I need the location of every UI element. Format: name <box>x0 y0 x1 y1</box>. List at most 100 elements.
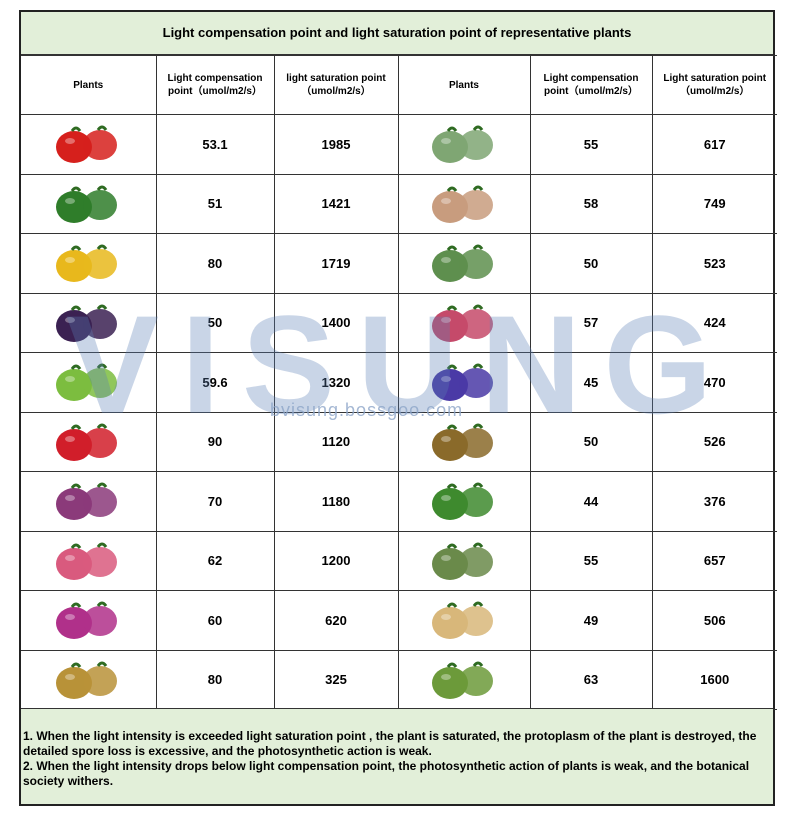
plant-image-cell <box>21 649 157 710</box>
light-saturation-value-2-cell: 526 <box>651 411 777 472</box>
light-compensation-value-2: 63 <box>583 672 599 688</box>
light-saturation-value-2: 376 <box>703 493 726 509</box>
grapes-icon <box>21 476 156 526</box>
gladiolus-icon <box>399 298 530 348</box>
table-title: Light compensation point and light satur… <box>21 12 773 55</box>
light-compensation-value: 59.6 <box>202 374 228 390</box>
light-saturation-value-2: 1600 <box>700 672 730 688</box>
watermelon-icon <box>21 179 156 229</box>
plant-image-2-cell <box>397 530 531 591</box>
light-saturation-value: 1180 <box>321 493 351 509</box>
plant-image-cell <box>21 411 157 472</box>
light-saturation-value-2: 526 <box>703 434 726 450</box>
light-compensation-value-2-cell: 44 <box>529 471 653 532</box>
roses-icon <box>21 536 156 586</box>
light-compensation-value-cell: 90 <box>155 411 275 472</box>
light-compensation-value: 80 <box>207 255 223 271</box>
plant-image-2-cell <box>397 590 531 651</box>
light-saturation-value-2-cell: 424 <box>651 292 777 353</box>
table-row: 90 1120 50 526 <box>21 411 777 472</box>
orchid-icon <box>21 595 156 645</box>
strawberry-icon <box>21 417 156 467</box>
plant-image-cell <box>21 471 157 532</box>
light-compensation-value-2-cell: 57 <box>529 292 653 353</box>
light-saturation-value-cell: 1200 <box>273 530 399 591</box>
light-compensation-value: 80 <box>207 672 223 688</box>
header-light-compensation: Light compensation point（umol/m2/s） <box>155 55 275 115</box>
light-compensation-value: 51 <box>207 196 223 212</box>
plant-image-cell <box>21 173 157 234</box>
light-saturation-value-2-cell: 657 <box>651 530 777 591</box>
light-compensation-value-2: 55 <box>583 553 599 569</box>
light-saturation-value-2: 506 <box>703 612 726 628</box>
plant-image-2-cell <box>397 292 531 353</box>
light-saturation-value-2: 657 <box>703 553 726 569</box>
light-saturation-value-cell: 1120 <box>273 411 399 472</box>
light-saturation-value-cell: 1719 <box>273 233 399 294</box>
light-saturation-value: 620 <box>325 612 347 628</box>
light-compensation-value: 70 <box>207 493 223 509</box>
light-saturation-value: 1400 <box>321 315 351 331</box>
potted-flower-icon <box>399 536 530 586</box>
light-saturation-value-cell: 1421 <box>273 173 399 234</box>
light-compensation-value-2-cell: 58 <box>529 173 653 234</box>
table-row: 60 620 49 506 <box>21 590 777 651</box>
light-saturation-value-2: 424 <box>703 315 726 331</box>
light-saturation-value-cell: 1400 <box>273 292 399 353</box>
plant-image-cell <box>21 233 157 294</box>
header-row: Plants Light compensation point（umol/m2/… <box>21 55 777 115</box>
succulent-mix-icon <box>399 119 530 169</box>
light-compensation-value-2-cell: 55 <box>529 530 653 591</box>
pothos-icon <box>399 476 530 526</box>
light-saturation-value-2-cell: 749 <box>651 173 777 234</box>
plant-table: Plants Light compensation point（umol/m2/… <box>21 55 777 710</box>
light-saturation-value-2-cell: 470 <box>651 352 777 413</box>
light-saturation-value-cell: 325 <box>273 649 399 710</box>
table-row: 53.1 1985 55 617 <box>21 114 777 175</box>
light-saturation-value: 1985 <box>321 136 351 152</box>
light-compensation-value-cell: 70 <box>155 471 275 532</box>
light-saturation-value-2-cell: 1600 <box>651 649 777 710</box>
light-saturation-value-2: 749 <box>703 196 726 212</box>
light-saturation-value-cell: 1180 <box>273 471 399 532</box>
table-row: 80 1719 50 523 <box>21 233 777 294</box>
note-1: 1. When the light intensity is exceeded … <box>23 729 757 758</box>
light-compensation-value-cell: 62 <box>155 530 275 591</box>
eggplant-icon <box>21 298 156 348</box>
light-saturation-value-2-cell: 617 <box>651 114 777 175</box>
african-violet-icon <box>399 357 530 407</box>
table-row: 59.6 1320 45 470 <box>21 352 777 413</box>
light-compensation-value-2: 50 <box>583 434 599 450</box>
light-compensation-value-2-cell: 63 <box>529 649 653 710</box>
light-saturation-value-2-cell: 376 <box>651 471 777 532</box>
light-compensation-value-cell: 50 <box>155 292 275 353</box>
light-compensation-value-2: 55 <box>583 136 599 152</box>
light-compensation-value-cell: 59.6 <box>155 352 275 413</box>
light-saturation-value: 1421 <box>321 196 351 212</box>
light-compensation-value-2-cell: 45 <box>529 352 653 413</box>
light-saturation-value: 1719 <box>321 255 351 271</box>
light-compensation-value-2-cell: 50 <box>529 411 653 472</box>
plant-image-2-cell <box>397 173 531 234</box>
header-light-saturation-2: Light saturation point（umol/m2/s） <box>651 55 777 115</box>
light-saturation-value-2-cell: 506 <box>651 590 777 651</box>
table-row: 80 325 63 1600 <box>21 649 777 710</box>
lettuce-icon <box>21 357 156 407</box>
header-light-saturation: light saturation point（umol/m2/s） <box>273 55 399 115</box>
light-compensation-value-cell: 80 <box>155 233 275 294</box>
table-row: 51 1421 58 749 <box>21 173 777 234</box>
light-saturation-value: 1200 <box>321 553 351 569</box>
light-saturation-value-cell: 1320 <box>273 352 399 413</box>
header-light-compensation-2: Light compensation point（umol/m2/s） <box>529 55 653 115</box>
plant-image-2-cell <box>397 649 531 710</box>
plant-image-cell <box>21 352 157 413</box>
plant-image-2-cell <box>397 233 531 294</box>
plant-light-table-sheet: Light compensation point and light satur… <box>19 10 777 806</box>
light-saturation-value-2: 523 <box>703 255 726 271</box>
tremella-icon <box>21 655 156 705</box>
venus-flytrap-icon <box>399 417 530 467</box>
haworthia-icon <box>399 238 530 288</box>
plant-image-2-cell <box>397 471 531 532</box>
light-compensation-value: 53.1 <box>202 136 228 152</box>
light-compensation-value-2-cell: 50 <box>529 233 653 294</box>
